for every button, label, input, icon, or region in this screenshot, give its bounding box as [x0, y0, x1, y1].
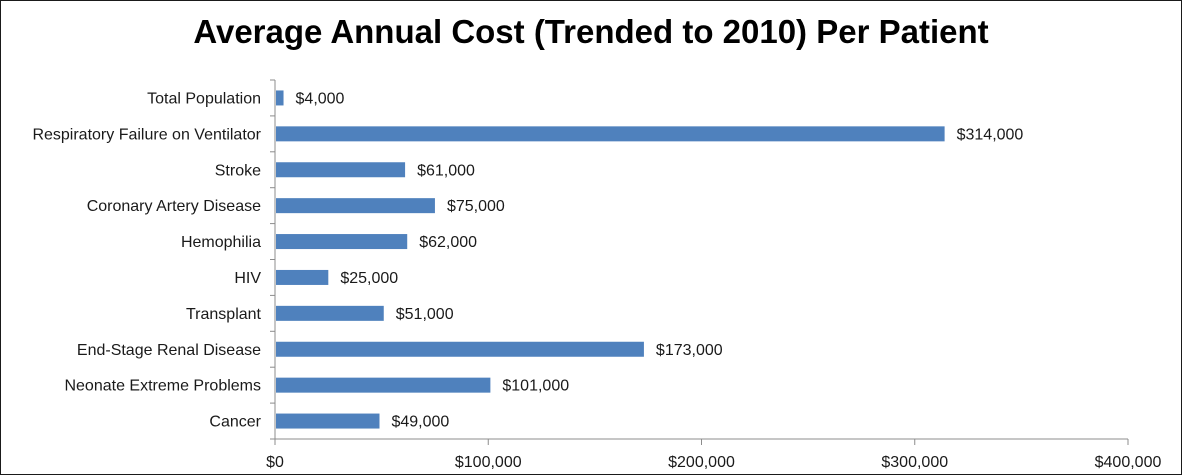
bar	[276, 90, 284, 106]
category-label: Total Population	[147, 90, 261, 107]
bar	[276, 305, 384, 321]
bar	[276, 377, 491, 393]
bar	[276, 234, 408, 250]
data-label: $314,000	[957, 126, 1024, 143]
x-tick-label: $300,000	[881, 454, 948, 471]
data-label: $4,000	[296, 90, 345, 107]
bar	[276, 341, 644, 357]
data-label: $61,000	[417, 162, 475, 179]
bar	[276, 269, 329, 285]
data-label: $25,000	[340, 270, 398, 287]
category-label: HIV	[234, 270, 261, 287]
x-tick-label: $100,000	[455, 454, 522, 471]
data-label: $49,000	[391, 414, 449, 431]
category-label: Respiratory Failure on Ventilator	[32, 126, 261, 143]
chart-axes	[270, 79, 1129, 445]
chart-title: Average Annual Cost (Trended to 2010) Pe…	[193, 13, 989, 50]
data-label: $51,000	[396, 306, 454, 323]
category-label: Coronary Artery Disease	[87, 198, 261, 215]
category-label: Cancer	[209, 414, 261, 431]
bar	[276, 198, 435, 214]
category-label: Neonate Extreme Problems	[64, 378, 261, 395]
data-label: $101,000	[502, 378, 569, 395]
chart-labels: $0 $100,000 $200,000 $300,000 $400,000 Total …	[32, 90, 1161, 471]
bar	[276, 162, 406, 178]
x-tick-label: $0	[266, 454, 284, 471]
bar	[276, 413, 380, 429]
data-label: $62,000	[419, 234, 477, 251]
chart-bars	[276, 90, 945, 429]
x-tick-label: $400,000	[1095, 454, 1162, 471]
x-tick-label: $200,000	[668, 454, 735, 471]
data-label: $173,000	[656, 342, 723, 359]
data-label: $75,000	[447, 198, 505, 215]
category-label: Hemophilia	[181, 234, 261, 251]
category-label: Transplant	[186, 306, 262, 323]
bar	[276, 126, 945, 142]
category-label: End-Stage Renal Disease	[77, 342, 261, 359]
category-label: Stroke	[215, 162, 261, 179]
